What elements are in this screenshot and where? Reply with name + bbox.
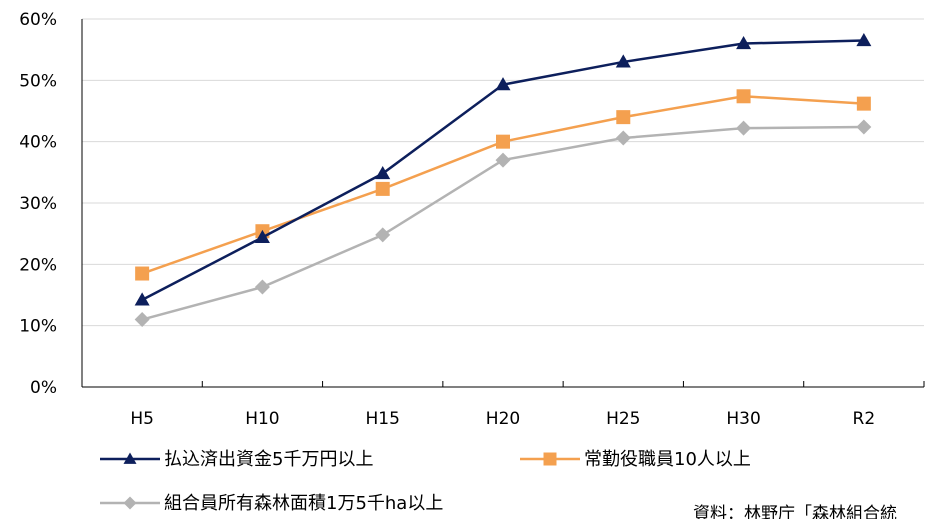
x-tick-label: R2: [853, 409, 876, 429]
diamond-marker: [495, 152, 511, 168]
legend-label: 払込済出資金5千万円以上: [164, 449, 373, 470]
y-tick-label: 60%: [19, 10, 57, 30]
y-axis-tick-labels: 0% 10% 20% 30% 40% 50% 60%: [19, 10, 57, 398]
triangle-marker: [123, 452, 137, 464]
diamond-marker: [134, 312, 150, 328]
x-tick-label: H5: [130, 409, 154, 429]
series-square: [135, 89, 871, 281]
x-tick-label: H15: [366, 409, 400, 429]
y-tick-label: 20%: [19, 255, 57, 275]
legend-label: 組合員所有森林面積1万5千ha以上: [164, 493, 443, 514]
series-line: [141, 95, 864, 275]
square-marker: [736, 89, 751, 104]
square-marker: [375, 181, 390, 196]
source-note: 資料：林野庁「森林組合統: [693, 504, 897, 519]
series-triangle: [134, 32, 872, 306]
x-tick-label: H10: [245, 409, 279, 429]
diamond-marker: [856, 119, 872, 135]
legend-item: 払込済出資金5千万円以上: [100, 449, 373, 470]
diamond-marker: [615, 130, 631, 146]
square-marker: [496, 134, 510, 149]
triangle-marker: [615, 54, 631, 68]
series-group: [134, 32, 872, 328]
y-tick-label: 10%: [19, 317, 57, 337]
x-tick-label: H30: [726, 409, 760, 429]
diamond-marker: [254, 279, 270, 295]
y-tick-label: 50%: [19, 71, 57, 91]
triangle-marker: [134, 292, 150, 306]
diamond-marker: [736, 120, 752, 136]
triangle-marker: [736, 36, 752, 50]
x-tick-label: H25: [606, 409, 640, 429]
x-axis: [81, 19, 925, 388]
square-marker: [616, 110, 631, 125]
triangle-marker: [375, 166, 391, 180]
x-axis-tick-labels: H5 H10 H15 H20 H25 H30 R2: [130, 409, 875, 429]
gridlines: [82, 18, 924, 327]
legend-item: 組合員所有森林面積1万5千ha以上: [100, 493, 443, 514]
square-marker: [135, 266, 150, 281]
square-marker: [856, 96, 871, 111]
triangle-marker: [856, 32, 872, 47]
y-tick-label: 40%: [19, 133, 57, 153]
legend-item: 常勤役職員10人以上: [520, 449, 751, 470]
diamond-marker: [375, 227, 391, 243]
diamond-marker: [123, 496, 137, 510]
x-tick-label: H20: [486, 409, 520, 429]
triangle-marker: [254, 229, 270, 243]
y-tick-label: 30%: [19, 194, 57, 214]
square-marker: [543, 452, 557, 466]
y-tick-label: 0%: [30, 378, 57, 398]
legend-label: 常勤役職員10人以上: [584, 449, 751, 470]
series-diamond: [134, 119, 872, 328]
triangle-marker: [495, 77, 511, 91]
